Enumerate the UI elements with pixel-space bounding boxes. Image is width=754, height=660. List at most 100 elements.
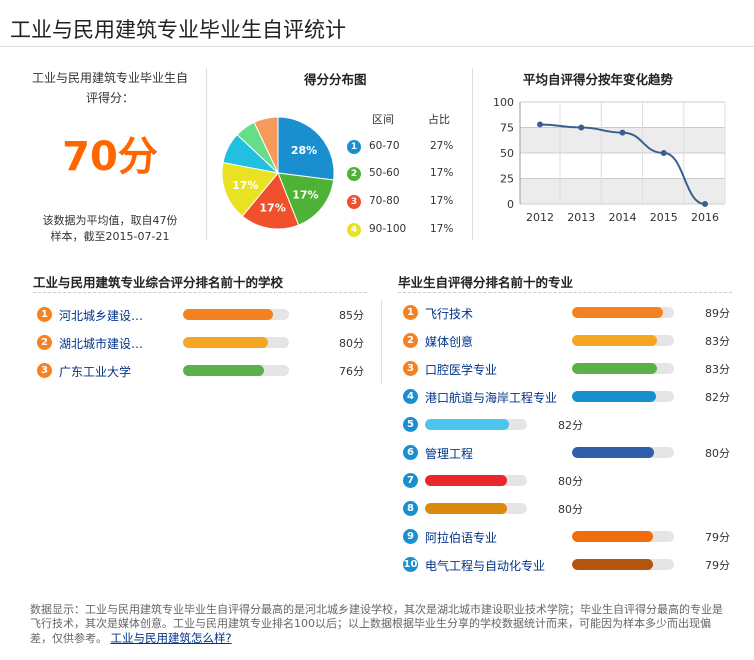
major-name-link[interactable]: 口腔医学专业 — [425, 363, 498, 377]
score-bar-fill — [425, 475, 507, 486]
score-note-line1: 该数据为平均值，取自47份 — [42, 214, 178, 227]
trend-line-chart: 0 25 50 75 100 2012 2013 2014 2015 2016 — [493, 96, 726, 224]
pie-slice-label-4: 17% — [232, 179, 258, 192]
major-row: 3 口腔医学专业 83分 — [403, 359, 733, 381]
rank-badge: 4 — [403, 389, 418, 404]
major-row: 2 媒体创意 83分 — [403, 331, 733, 353]
pie-slice-7 — [253, 116, 279, 174]
y-tick-label: 50 — [500, 147, 514, 160]
legend-header-pct: 占比 — [428, 113, 450, 126]
score-value: 85分 — [339, 309, 364, 322]
rank-badge: 8 — [403, 501, 418, 516]
legend-range: 50-60 — [369, 167, 400, 179]
average-score: 70分 — [62, 134, 158, 180]
score-value: 83分 — [705, 335, 730, 348]
major-name-link[interactable]: 电气工程与自动化专业 — [425, 559, 546, 573]
x-tick-label: 2012 — [526, 211, 554, 224]
major-name-link[interactable]: 管理工程 — [425, 447, 474, 461]
score-bar-track — [425, 475, 527, 486]
major-row: 8 80分 — [403, 499, 733, 521]
legend-row: 4 90-100 17% — [347, 221, 467, 241]
score-bar-fill — [572, 447, 654, 458]
score-value: 76分 — [339, 365, 364, 378]
score-bar-track — [425, 503, 527, 514]
legend-row: 3 70-80 17% — [347, 193, 467, 213]
legend-range: 70-80 — [369, 195, 400, 207]
school-name-link[interactable]: 广东工业大学 — [59, 365, 132, 379]
footer-text: 数据显示：工业与民用建筑专业毕业生自评得分最高的是河北城乡建设学校，其次是湖北城… — [30, 603, 723, 645]
rank-badge: 10 — [403, 557, 418, 572]
score-bar-fill — [572, 531, 653, 542]
major-name-link[interactable]: 阿拉伯语专业 — [425, 531, 498, 545]
legend-row: 2 50-60 17% — [347, 165, 467, 185]
legend-percent: 27% — [430, 140, 454, 152]
rank-badge: 3 — [403, 361, 418, 376]
score-bar-track — [572, 335, 674, 346]
footer-link[interactable]: 工业与民用建筑怎么样? — [110, 631, 232, 645]
legend-percent: 17% — [430, 223, 454, 235]
score-bar-track — [183, 337, 289, 348]
pie-slice-1 — [277, 116, 335, 181]
grid-band — [520, 178, 725, 204]
major-name-link[interactable]: 飞行技术 — [425, 307, 474, 321]
legend-percent: 17% — [430, 195, 454, 207]
pie-title: 得分分布图 — [304, 72, 367, 87]
legend-row: 1 60-70 27% — [347, 138, 467, 158]
rank-badge: 7 — [403, 473, 418, 488]
score-value: 80分 — [339, 337, 364, 350]
trend-point-2012[interactable] — [537, 121, 543, 128]
score-bar-fill — [572, 391, 656, 402]
score-bar-track — [572, 447, 674, 458]
majors-title: 毕业生自评得分排名前十的专业 — [398, 275, 574, 290]
pie-slice-2 — [277, 172, 335, 226]
major-name-link[interactable]: 媒体创意 — [425, 335, 474, 349]
score-bar-track — [572, 559, 674, 570]
major-row: 10 电气工程与自动化专业 79分 — [403, 555, 733, 577]
legend-number-badge: 4 — [347, 223, 361, 237]
score-value: 80分 — [558, 503, 583, 516]
page-title: 工业与民用建筑专业毕业生自评统计 — [10, 18, 346, 42]
score-bar-fill — [183, 309, 274, 320]
school-row: 2 湖北城市建设… 80分 — [37, 333, 367, 355]
pie-slice-3 — [241, 172, 300, 230]
legend-number-badge: 3 — [347, 195, 361, 209]
score-value: 80分 — [705, 447, 730, 460]
pie-slice-label-3: 17% — [259, 201, 285, 214]
divider-2 — [472, 68, 473, 240]
footer-note: 数据显示：工业与民用建筑专业毕业生自评得分最高的是河北城乡建设学校，其次是湖北城… — [30, 603, 730, 646]
school-name-link[interactable]: 湖北城市建设… — [59, 337, 144, 351]
score-bar-fill — [572, 559, 653, 570]
score-bar-track — [425, 419, 527, 430]
legend-range: 90-100 — [369, 223, 407, 235]
legend-range: 60-70 — [369, 140, 400, 152]
score-bar-fill — [183, 365, 264, 376]
major-name-link[interactable]: 港口航道与海岸工程专业 — [425, 391, 558, 405]
score-bar-fill — [572, 363, 657, 374]
school-name-link[interactable]: 河北城乡建设… — [59, 309, 144, 323]
divider-1 — [206, 68, 207, 240]
trend-point-2013[interactable] — [578, 124, 585, 131]
trend-point-2016[interactable] — [702, 201, 708, 207]
x-tick-label: 2014 — [609, 211, 637, 224]
rank-badge: 5 — [403, 417, 418, 432]
score-bar-fill — [425, 419, 509, 430]
rank-badge: 9 — [403, 529, 418, 544]
rank-badge: 2 — [403, 333, 418, 348]
score-bar-track — [572, 363, 674, 374]
score-value: 82分 — [558, 419, 583, 432]
trend-point-2015[interactable] — [660, 150, 667, 156]
score-value: 79分 — [705, 559, 730, 572]
pie-slice-label-2: 17% — [292, 188, 318, 201]
major-row: 1 飞行技术 89分 — [403, 303, 733, 325]
x-tick-label: 2013 — [567, 211, 595, 224]
school-row: 3 广东工业大学 76分 — [37, 361, 367, 383]
legend-header-range: 区间 — [372, 113, 394, 126]
major-row: 4 港口航道与海岸工程专业 82分 — [403, 387, 733, 409]
score-value: 89分 — [705, 307, 730, 320]
y-tick-label: 0 — [507, 198, 514, 211]
trend-point-2014[interactable] — [619, 129, 626, 136]
trend-title: 平均自评得分按年变化趋势 — [523, 72, 674, 87]
legend-number-badge: 2 — [347, 167, 361, 181]
schools-title-divider — [33, 292, 367, 293]
rank-badge: 6 — [403, 445, 418, 460]
